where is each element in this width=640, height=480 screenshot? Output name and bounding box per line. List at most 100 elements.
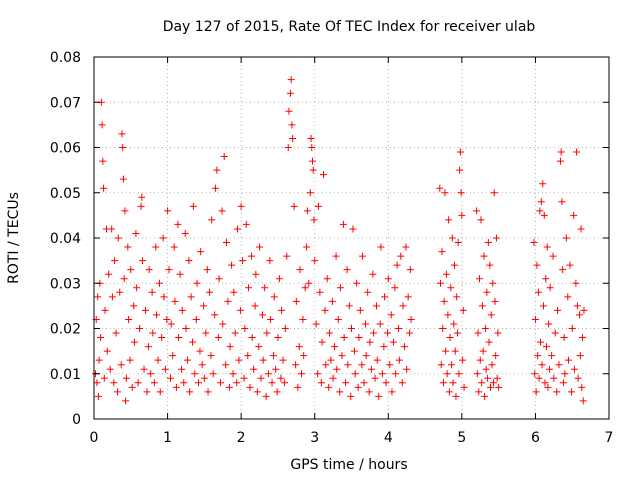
y-tick-label: 0.05 — [50, 186, 81, 202]
data-point — [348, 325, 355, 332]
data-point — [476, 275, 484, 283]
data-point — [353, 279, 361, 287]
data-point — [359, 252, 367, 260]
data-point — [222, 361, 230, 369]
data-point — [343, 266, 351, 274]
data-point — [550, 374, 558, 382]
data-point — [395, 325, 403, 332]
data-point — [159, 234, 167, 242]
data-point — [386, 361, 394, 369]
x-tick-label: 7 — [605, 430, 614, 446]
data-point — [449, 379, 457, 387]
data-point — [572, 279, 580, 287]
data-point — [478, 379, 486, 387]
data-point — [112, 329, 120, 337]
data-point — [403, 365, 411, 373]
data-point — [546, 284, 554, 292]
y-axis-label: ROTI / TECUs — [6, 192, 22, 284]
data-point — [100, 374, 108, 382]
data-point — [364, 288, 372, 296]
data-point — [275, 275, 283, 283]
data-point — [573, 302, 581, 310]
data-point — [578, 383, 586, 391]
data-point — [445, 216, 453, 224]
data-point — [299, 315, 307, 323]
data-point — [245, 284, 252, 292]
data-point — [370, 329, 378, 337]
data-point — [261, 284, 269, 292]
data-point — [192, 315, 200, 323]
data-point — [456, 166, 464, 174]
data-point — [267, 315, 275, 323]
data-point — [457, 189, 465, 197]
data-point — [558, 198, 566, 206]
data-point — [436, 184, 444, 192]
data-point — [130, 338, 138, 346]
data-point — [442, 270, 450, 278]
data-point — [450, 320, 458, 328]
data-point — [108, 225, 116, 233]
data-point — [143, 388, 151, 396]
data-point — [540, 211, 548, 219]
data-point — [439, 379, 447, 387]
data-point — [318, 338, 326, 346]
data-point — [367, 365, 375, 373]
data-point — [342, 379, 350, 387]
data-point — [278, 306, 286, 314]
data-point — [110, 379, 118, 387]
grid — [94, 57, 609, 419]
data-point — [362, 352, 370, 360]
data-point — [327, 356, 335, 364]
data-point — [236, 306, 244, 314]
data-point — [440, 297, 448, 305]
data-point — [384, 275, 392, 283]
data-point — [137, 202, 145, 210]
data-point — [150, 379, 158, 387]
data-point — [495, 383, 503, 391]
data-point — [544, 383, 552, 391]
data-point — [119, 144, 127, 151]
data-point — [258, 311, 266, 319]
data-point — [270, 352, 278, 360]
data-point — [493, 374, 501, 382]
data-point — [98, 121, 106, 129]
data-point — [132, 229, 140, 237]
data-point — [555, 361, 563, 369]
data-point — [130, 302, 138, 310]
data-point — [290, 202, 298, 210]
data-point — [541, 379, 549, 387]
data-point — [281, 325, 289, 332]
data-point — [111, 257, 119, 265]
data-point — [226, 343, 234, 351]
data-point — [285, 107, 293, 115]
data-point — [231, 329, 239, 337]
data-point — [325, 383, 333, 391]
x-axis-label: GPS time / hours — [290, 457, 407, 473]
data-point — [256, 243, 264, 251]
data-point — [148, 288, 156, 296]
data-point — [336, 388, 344, 396]
data-point — [382, 379, 390, 387]
data-point — [474, 329, 482, 337]
data-point — [279, 356, 287, 364]
data-point — [274, 334, 282, 342]
data-point — [532, 388, 540, 396]
data-point — [351, 370, 359, 378]
data-point — [273, 388, 281, 396]
data-point — [345, 302, 353, 310]
data-point — [570, 365, 578, 373]
data-point — [300, 352, 308, 360]
data-point — [248, 334, 256, 342]
data-point — [557, 148, 565, 156]
data-point — [551, 329, 559, 337]
data-point — [376, 320, 384, 328]
data-point — [250, 365, 258, 373]
y-tick-label: 0.07 — [50, 95, 81, 111]
data-point — [108, 293, 116, 301]
data-point — [494, 329, 502, 337]
data-point — [354, 383, 362, 391]
data-point — [492, 352, 500, 360]
x-tick-label: 3 — [310, 430, 319, 446]
x-tick-label: 1 — [163, 430, 172, 446]
data-point — [200, 302, 208, 310]
